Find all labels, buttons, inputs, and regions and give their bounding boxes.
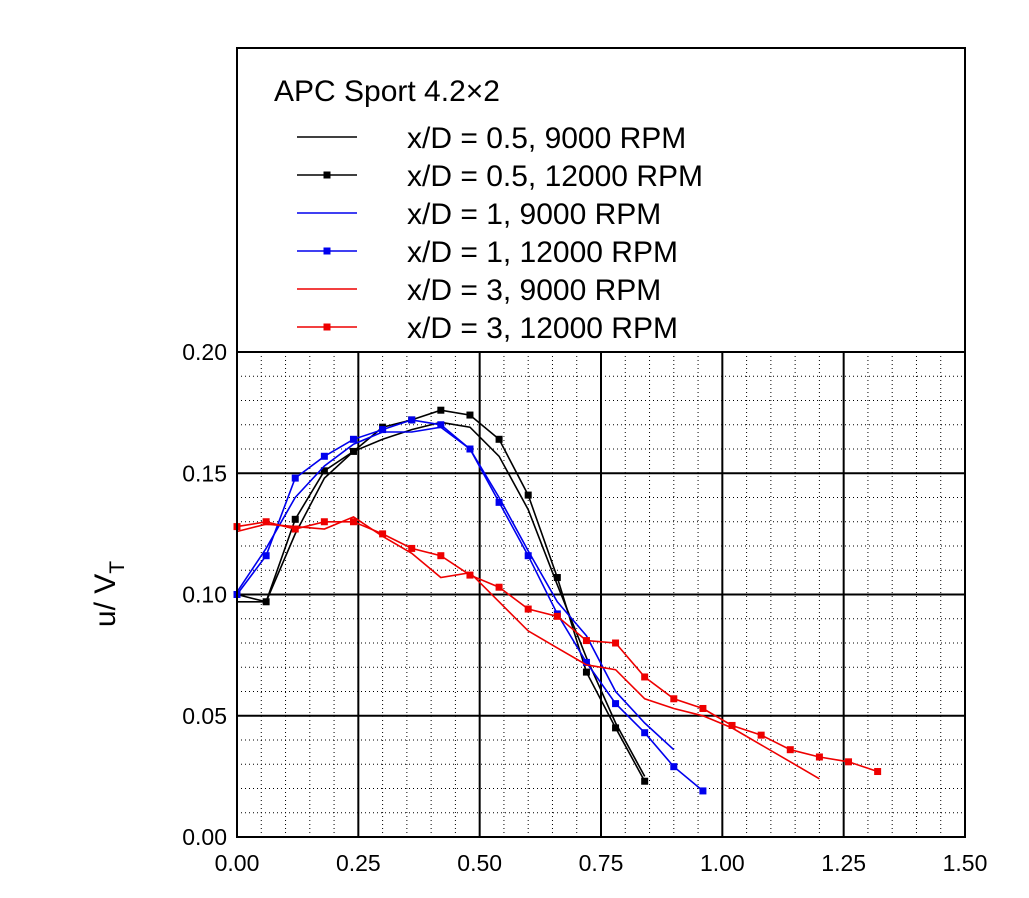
data-point [553,612,561,620]
y-tick-label: 0.10 [182,582,227,608]
data-point [291,474,299,482]
x-tick-labels: 0.00 0.25 0.50 0.75 1.00 1.25 1.50 [215,850,988,876]
data-point [582,658,590,666]
data-point [291,515,299,523]
series-2 [233,406,649,785]
data-point [437,552,445,560]
x-tick-label: 1.00 [700,850,745,876]
series-line [236,520,878,773]
legend-label: x/D = 0.5, 9000 RPM [407,122,686,155]
data-point [699,704,707,712]
data-point [291,525,299,533]
data-point [379,530,387,538]
series-3 [236,426,675,751]
series-5 [236,515,820,780]
major-grid [237,352,965,837]
data-point [553,574,561,582]
series-layer [233,406,882,795]
legend-marker [323,171,331,179]
x-tick-label: 1.50 [943,850,988,876]
data-point [612,700,620,708]
series-line [236,426,675,751]
y-tick-labels: 0.00 0.05 0.10 0.15 0.20 [182,339,227,850]
data-point [786,746,794,754]
legend-entry: x/D = 1, 12000 RPM [297,236,678,269]
x-tick-label: 0.25 [336,850,381,876]
legend-entry: x/D = 1, 9000 RPM [297,198,661,231]
legend-entry: x/D = 3, 9000 RPM [297,274,661,307]
data-point [670,695,678,703]
data-point [641,673,649,681]
data-point [349,435,357,443]
legend-entry: x/D = 3, 12000 RPM [297,312,678,345]
data-point [524,605,532,613]
legend-label: x/D = 1, 12000 RPM [407,236,678,269]
data-point [524,491,532,499]
x-tick-label: 0.50 [457,850,502,876]
data-point [495,435,503,443]
legend-box [236,47,966,353]
data-point [262,552,270,560]
data-point [495,583,503,591]
data-point [757,731,765,739]
data-point [262,518,270,526]
series-4 [233,416,707,795]
data-point [582,637,590,645]
data-point [874,768,882,776]
data-point [815,753,823,761]
data-point [612,639,620,647]
data-point [641,729,649,737]
data-point [582,668,590,676]
data-point [349,447,357,455]
legend-marker [323,323,331,331]
data-point [845,758,853,766]
data-point [408,416,416,424]
data-point [699,787,707,795]
legend-entries: x/D = 0.5, 9000 RPM x/D = 0.5, 12000 RPM x… [297,122,703,345]
series-line [236,419,704,792]
data-point [670,763,678,771]
series-line [236,515,820,780]
y-tick-label: 0.20 [182,339,227,365]
y-tick-label: 0.05 [182,703,227,729]
data-point [320,467,328,475]
x-tick-label: 0.00 [215,850,260,876]
y-axis-label-subscript: T [106,561,129,574]
legend-title: APC Sport 4.2×2 [274,75,500,108]
data-point [466,411,474,419]
y-axis-label-main: u/ V [89,574,122,627]
y-tick-label: 0.15 [182,460,227,486]
data-point [349,518,357,526]
data-point [320,518,328,526]
data-point [320,452,328,460]
x-tick-label: 0.75 [579,850,624,876]
legend-label: x/D = 1, 9000 RPM [407,198,661,231]
series-line [236,409,646,782]
legend-label: x/D = 3, 9000 RPM [407,274,661,307]
y-tick-label: 0.00 [182,824,227,850]
y-axis-label: u/ VT [89,561,129,627]
data-point [495,498,503,506]
data-point [262,598,270,606]
data-point [437,406,445,414]
data-point [641,777,649,785]
data-point [524,552,532,560]
legend-entry: x/D = 0.5, 9000 RPM [297,122,686,155]
data-point [466,571,474,579]
legend-marker [323,247,331,255]
series-6 [233,518,882,776]
legend-label: x/D = 3, 12000 RPM [407,312,678,345]
data-point [408,544,416,552]
x-tick-label: 1.25 [821,850,866,876]
legend-label: x/D = 0.5, 12000 RPM [407,160,703,193]
data-point [728,721,736,729]
legend-entry: x/D = 0.5, 12000 RPM [297,160,703,193]
data-point [466,445,474,453]
data-point [612,724,620,732]
data-point [437,421,445,429]
data-point [379,426,387,434]
